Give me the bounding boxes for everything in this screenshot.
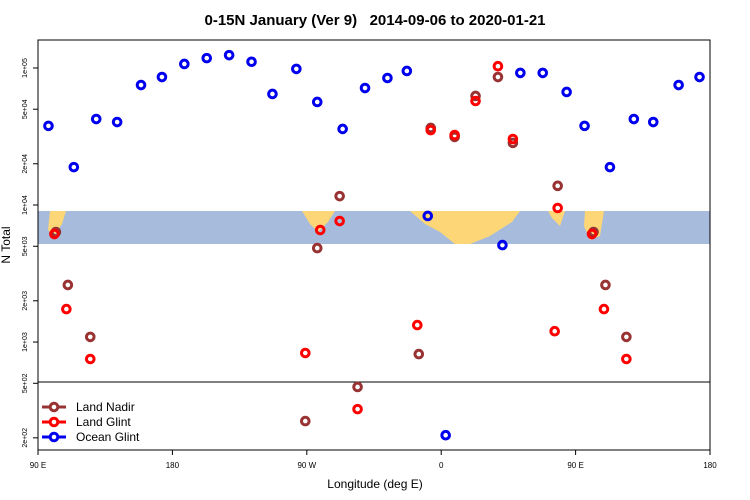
point bbox=[156, 71, 168, 83]
point bbox=[314, 224, 326, 236]
point bbox=[413, 348, 425, 360]
point bbox=[673, 79, 684, 91]
point bbox=[507, 133, 519, 145]
y-tick-label: 5e+04 bbox=[22, 99, 29, 119]
point bbox=[300, 415, 311, 427]
point bbox=[201, 52, 213, 64]
x-tick-label: 180 bbox=[166, 461, 180, 470]
point bbox=[507, 137, 519, 149]
y-tick-label: 2e+04 bbox=[22, 154, 29, 174]
legend-label: Land Nadir bbox=[76, 400, 135, 414]
point bbox=[492, 60, 504, 72]
point bbox=[352, 381, 363, 393]
legend-label: Land Glint bbox=[76, 415, 131, 429]
point bbox=[111, 116, 123, 128]
y-tick-label: 1e+04 bbox=[22, 195, 29, 215]
point bbox=[90, 113, 102, 125]
point bbox=[412, 319, 423, 331]
point bbox=[440, 429, 451, 441]
point bbox=[561, 86, 572, 98]
point bbox=[135, 79, 147, 91]
point bbox=[352, 403, 363, 415]
point bbox=[621, 353, 632, 365]
point bbox=[552, 202, 563, 214]
point bbox=[311, 242, 323, 254]
point bbox=[49, 228, 60, 240]
point bbox=[628, 113, 640, 125]
point bbox=[470, 95, 481, 107]
point bbox=[43, 120, 54, 132]
point bbox=[694, 71, 705, 83]
point bbox=[422, 210, 434, 222]
legend-marker bbox=[48, 431, 60, 443]
point bbox=[337, 123, 348, 135]
point bbox=[267, 88, 278, 100]
point bbox=[246, 56, 257, 68]
chart-title: 0-15N January (Ver 9) 2014-09-06 to 2020… bbox=[204, 12, 545, 29]
point bbox=[179, 58, 190, 70]
point bbox=[647, 116, 659, 128]
point bbox=[470, 90, 481, 102]
x-tick-label: 90 W bbox=[297, 461, 316, 470]
y-tick-label: 5e+03 bbox=[22, 236, 29, 256]
point bbox=[68, 161, 80, 173]
point bbox=[401, 65, 413, 77]
point bbox=[311, 96, 323, 108]
point bbox=[425, 124, 437, 136]
legend-marker bbox=[48, 401, 60, 413]
point bbox=[549, 325, 560, 337]
y-axis-label: N Total bbox=[0, 226, 13, 263]
point bbox=[84, 331, 96, 343]
x-tick-label: 90 E bbox=[567, 461, 583, 470]
plot-frame bbox=[37, 39, 711, 451]
y-tick-label: 1e+05 bbox=[22, 58, 29, 78]
point bbox=[600, 279, 611, 291]
x-tick-label: 90 E bbox=[30, 461, 46, 470]
point bbox=[579, 120, 590, 132]
y-tick-label: 2e+03 bbox=[22, 291, 29, 311]
x-tick-label: 180 bbox=[703, 461, 717, 470]
point bbox=[537, 67, 549, 79]
point bbox=[604, 161, 616, 173]
point bbox=[223, 49, 235, 61]
point bbox=[515, 67, 526, 79]
point bbox=[621, 331, 632, 343]
map-band bbox=[38, 211, 710, 244]
y-tick-label: 5e+02 bbox=[22, 373, 29, 393]
x-axis-label: Longitude (deg E) bbox=[327, 477, 422, 491]
point bbox=[291, 63, 302, 75]
point bbox=[359, 82, 371, 94]
point bbox=[84, 353, 96, 365]
point bbox=[334, 190, 345, 202]
point bbox=[492, 71, 504, 83]
point bbox=[449, 129, 460, 141]
point bbox=[586, 228, 598, 240]
legend-marker bbox=[48, 416, 60, 428]
point bbox=[382, 72, 393, 84]
point bbox=[334, 215, 345, 227]
point bbox=[552, 180, 563, 192]
point bbox=[62, 279, 74, 291]
legend-label: Ocean Glint bbox=[76, 430, 140, 444]
x-tick-label: 0 bbox=[439, 461, 444, 470]
point bbox=[61, 303, 72, 315]
point bbox=[598, 303, 610, 315]
point bbox=[300, 347, 311, 359]
y-tick-label: 2e+02 bbox=[22, 428, 29, 448]
y-tick-label: 1e+03 bbox=[22, 332, 29, 352]
point bbox=[497, 239, 508, 251]
